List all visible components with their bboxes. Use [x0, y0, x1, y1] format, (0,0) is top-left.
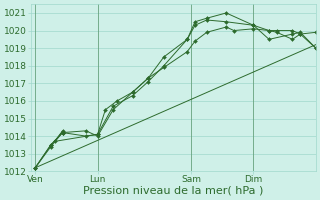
X-axis label: Pression niveau de la mer( hPa ): Pression niveau de la mer( hPa ) [84, 186, 264, 196]
